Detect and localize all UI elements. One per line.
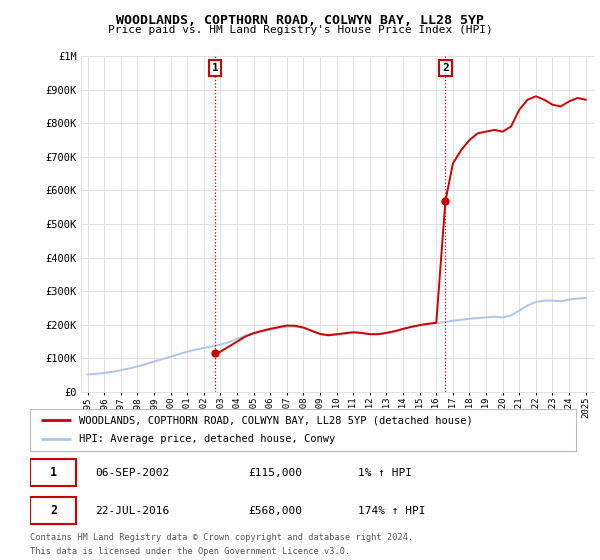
Text: Price paid vs. HM Land Registry's House Price Index (HPI): Price paid vs. HM Land Registry's House … [107,25,493,35]
Text: HPI: Average price, detached house, Conwy: HPI: Average price, detached house, Conw… [79,435,335,445]
Text: £115,000: £115,000 [248,468,302,478]
Text: WOODLANDS, COPTHORN ROAD, COLWYN BAY, LL28 5YP (detached house): WOODLANDS, COPTHORN ROAD, COLWYN BAY, LL… [79,415,473,425]
Text: 2: 2 [442,63,449,73]
FancyBboxPatch shape [30,459,76,486]
Text: 2: 2 [50,504,57,517]
Text: 22-JUL-2016: 22-JUL-2016 [95,506,170,516]
Text: 1: 1 [212,63,218,73]
Text: 174% ↑ HPI: 174% ↑ HPI [358,506,425,516]
Text: £568,000: £568,000 [248,506,302,516]
Text: Contains HM Land Registry data © Crown copyright and database right 2024.: Contains HM Land Registry data © Crown c… [30,533,413,542]
Text: This data is licensed under the Open Government Licence v3.0.: This data is licensed under the Open Gov… [30,547,350,556]
FancyBboxPatch shape [30,497,76,524]
Text: 06-SEP-2002: 06-SEP-2002 [95,468,170,478]
Text: 1: 1 [50,466,57,479]
Text: 1% ↑ HPI: 1% ↑ HPI [358,468,412,478]
Text: WOODLANDS, COPTHORN ROAD, COLWYN BAY, LL28 5YP: WOODLANDS, COPTHORN ROAD, COLWYN BAY, LL… [116,14,484,27]
